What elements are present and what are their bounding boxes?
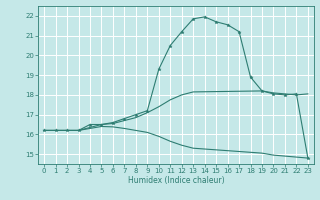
X-axis label: Humidex (Indice chaleur): Humidex (Indice chaleur) bbox=[128, 176, 224, 185]
